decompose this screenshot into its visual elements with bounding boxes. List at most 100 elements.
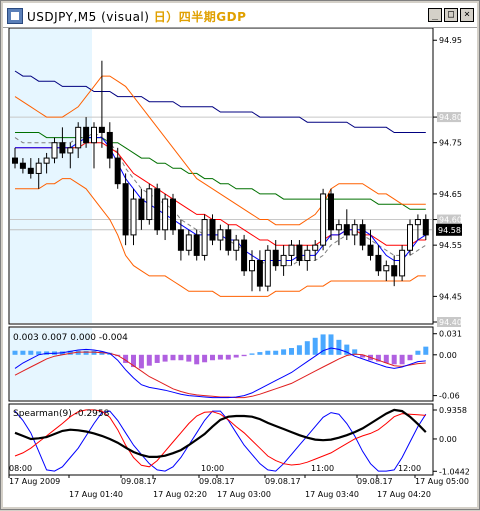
minimize-button[interactable]: _ [428,8,442,22]
bearish-candle [12,157,18,164]
bearish-candle [359,224,366,246]
bearish-candle [367,244,374,256]
macd-histogram-bar [162,354,168,362]
spearman-tick-label: 0.9358 [439,406,467,415]
price-level-box [437,317,461,327]
time-axis: 08:00 10:00 11:00 12:00 17 Aug 2009 17 Aug 01… [8,464,469,499]
price-tick-label: 94.80 [439,113,462,122]
bullish-candle [67,147,74,154]
price-level-box [437,112,461,123]
macd-highlight-zone [10,328,92,400]
spearman-tick-label: 0.00 [439,435,457,444]
macd-histogram-bar [336,339,342,355]
window-title: USDJPY,M5 (visual) 日）四半期GDP [27,8,246,25]
macd-histogram-bar [304,341,310,355]
price-tick-label: 94.60 [439,216,462,225]
time-axis-label: 17 Aug 2009 [9,477,60,486]
candlesticks [12,60,429,292]
price-tick-label: 94.55 [439,241,462,250]
time-axis-label: 09.08.17 [357,477,393,486]
bearish-candle [256,260,263,287]
macd-histogram-bar [352,349,358,355]
macd-histogram-bar [36,351,42,355]
macd-histogram-bar [312,337,318,355]
macd-tick-label: 0.031 [439,330,462,339]
bullish-candle [399,249,406,277]
macd-histogram-bar [407,354,413,361]
macd-histogram-bar [170,354,176,361]
macd-axis: 0.031 0.00 -0.06 [433,330,462,401]
price-level-box [437,214,461,225]
spearman-blue-line [14,410,427,472]
current-price-box [436,223,462,236]
time-axis-label: 17 Aug 03:40 [305,490,359,499]
macd-histogram-bar [233,354,239,358]
spearman-indicator [14,408,427,472]
spearman-label: Spearman(9) -0.2958 [13,409,110,419]
maximize-button[interactable]: □ [444,8,458,22]
lower-band-line [15,178,426,297]
bullish-candle [249,260,255,272]
price-tick-label: 94.45 [439,292,462,301]
macd-histogram-bar [249,353,255,355]
bearish-candle [391,265,398,277]
bearish-candle [375,254,382,272]
macd-histogram-bar [28,350,34,355]
price-tick-label: 94.40 [439,318,462,327]
time-axis-label: 09.08.17 [121,477,157,486]
title-bar[interactable]: USDJPY,M5 (visual) 日）四半期GDP _ □ × [3,3,477,28]
bullish-candle [233,239,240,251]
bullish-candle [43,157,50,164]
macd-histogram-bar [210,354,215,361]
macd-histogram-bar [399,354,405,365]
macd-tick-label: -0.06 [439,392,460,401]
bullish-candle [146,188,153,221]
time-axis-label: 17 Aug 01:40 [69,490,123,499]
price-tick-label: 94.75 [439,139,462,148]
navy-moving-average-line [14,70,426,133]
bullish-candle [351,224,358,236]
time-upper-label: 10:00 [201,464,224,473]
macd-histogram-bar [67,350,73,355]
time-axis-label: 17 Aug 05:00 [415,477,469,486]
bullish-candle [264,249,271,287]
bearish-candle [241,239,248,272]
time-upper-label: 12:00 [398,464,421,473]
macd-histogram-bar [273,350,279,355]
bullish-candle [91,126,97,144]
macd-histogram-bar [296,345,302,355]
macd-histogram-bar [91,350,97,355]
bullish-candle [217,229,224,241]
macd-histogram-bar [131,354,136,368]
bearish-candle [193,234,200,256]
macd-histogram-bar [20,350,26,355]
time-upper-label: 11:00 [311,464,334,473]
macd-histogram-bar [146,354,152,366]
bullish-candle [288,244,295,256]
close-button[interactable]: × [460,8,474,22]
bearish-candle [106,131,113,159]
price-tick-label: 94.65 [439,190,462,199]
macd-histogram-bar [281,349,287,355]
macd-histogram-bar [75,350,81,355]
macd-histogram-bar [344,344,350,355]
bearish-candle [98,126,105,133]
spearman-panel [8,403,434,476]
window-title-symbol: USDJPY,M5 (visual) [27,10,150,24]
price-tick-label: 94.95 [439,36,462,45]
bearish-candle [83,126,90,144]
bearish-candle [114,157,121,185]
macd-histogram-bar [202,354,208,363]
time-upper-label: 08:00 [9,464,32,473]
time-axis-label: 17 Aug 02:20 [153,490,207,499]
macd-histogram-bar [123,354,129,363]
window-title-event: 日）四半期GDP [153,10,247,24]
bullish-candle [162,198,169,231]
bearish-candle [59,142,66,154]
macd-histogram-bar [217,354,223,360]
chart-area[interactable]: 94.95 94.80 94.75 94.65 94.60 94.55 94.45 94.40… [3,27,477,507]
spearman-black-line [14,408,427,458]
bearish-candle [296,244,303,262]
bullish-candle [312,244,319,251]
